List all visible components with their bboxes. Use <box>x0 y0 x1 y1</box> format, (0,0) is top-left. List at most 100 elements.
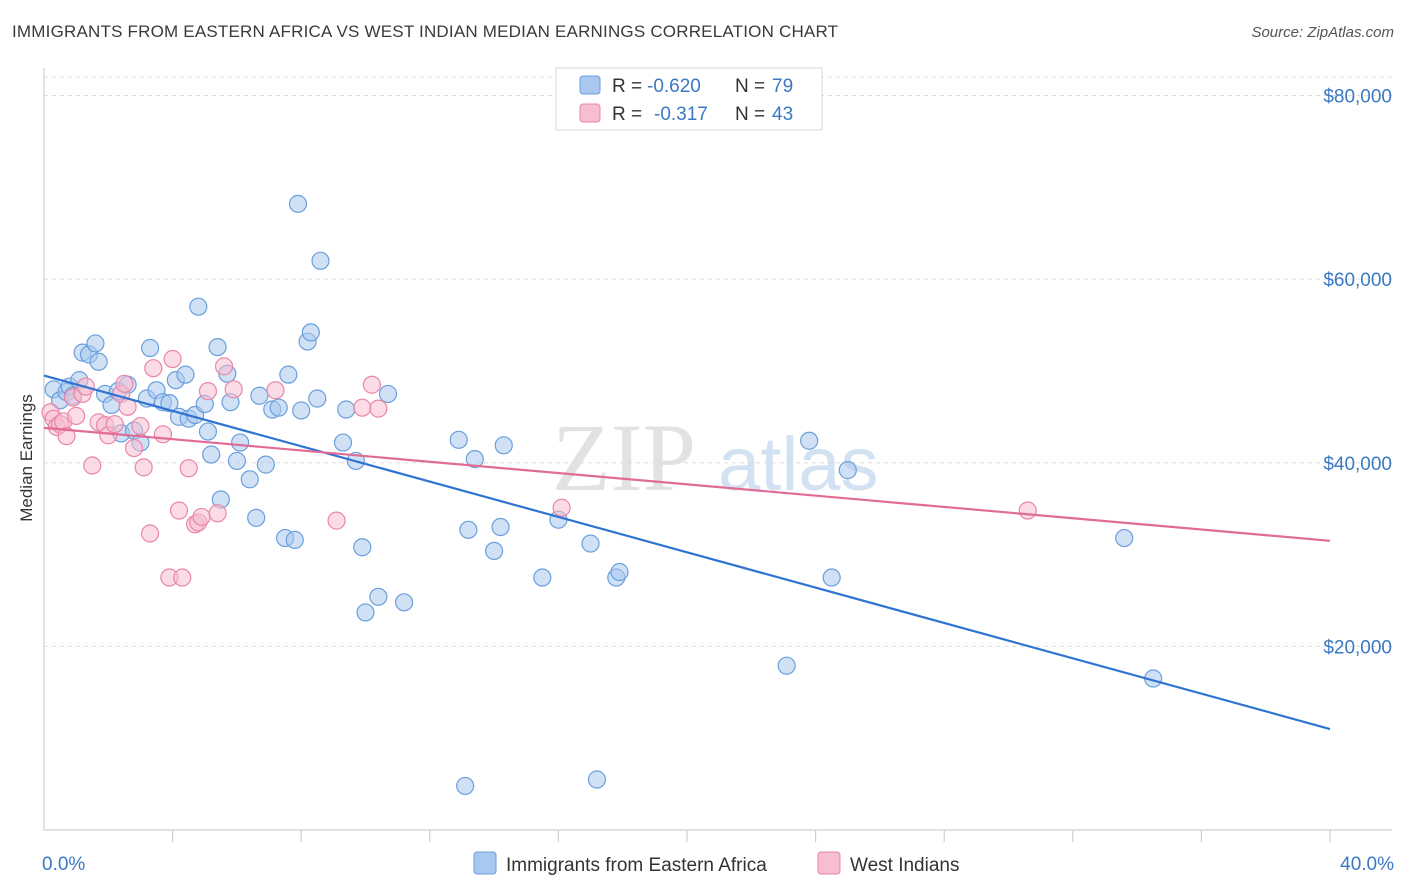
data-point <box>67 406 86 426</box>
series-west-indians-points <box>41 349 1037 587</box>
data-point <box>202 445 221 464</box>
data-point <box>494 436 513 455</box>
data-point <box>777 656 796 675</box>
y-tick-labels: $20,000 $40,000 $60,000 $80,000 <box>1323 87 1392 659</box>
data-point <box>285 530 304 549</box>
data-point <box>227 451 246 471</box>
data-point <box>449 430 468 449</box>
legend-swatch-blue <box>579 75 601 95</box>
legend-r-label-1: R = <box>612 76 647 97</box>
watermark-zip: ZIP <box>552 404 696 511</box>
data-point <box>256 455 275 474</box>
data-point <box>140 338 160 358</box>
data-point <box>378 384 398 404</box>
data-point <box>459 520 478 539</box>
data-point <box>800 431 819 450</box>
data-point <box>288 194 308 213</box>
data-point <box>169 501 189 520</box>
data-point <box>353 398 372 417</box>
data-point <box>353 538 372 557</box>
data-point <box>131 416 150 436</box>
data-point <box>308 389 327 408</box>
bottom-legend-label-1: Immigrants from Eastern Africa <box>506 855 767 876</box>
data-point <box>189 297 208 316</box>
x-ticks <box>172 830 1331 842</box>
data-point <box>173 568 192 587</box>
bottom-legend-swatch-blue <box>473 851 497 875</box>
data-point <box>208 337 227 357</box>
data-point <box>269 398 288 417</box>
data-point <box>134 458 153 477</box>
axes <box>43 68 1392 831</box>
data-point <box>160 393 179 413</box>
x-tick-label-min: 0.0% <box>42 854 85 875</box>
data-point <box>115 374 134 393</box>
legend-n-label-1: N = <box>735 76 770 97</box>
data-point <box>333 433 353 452</box>
trend-lines <box>43 374 1331 731</box>
data-point <box>311 251 330 270</box>
data-point <box>369 399 388 418</box>
data-point <box>153 425 173 444</box>
data-point <box>356 603 375 622</box>
correlation-legend: R = -0.620 N = 79 R = -0.317 N = 43 <box>555 67 823 131</box>
data-point <box>610 562 629 582</box>
x-tick-label-max: 40.0% <box>1340 854 1394 875</box>
data-point <box>456 776 475 796</box>
data-point <box>176 365 195 384</box>
legend-r-value-1: -0.620 <box>647 76 701 97</box>
data-point <box>231 433 250 452</box>
legend-n-value-1: 79 <box>772 76 793 97</box>
data-point <box>465 449 484 469</box>
legend-swatch-pink <box>579 103 601 123</box>
data-point <box>192 507 211 527</box>
y-axis-label: Median Earnings <box>17 394 36 522</box>
bottom-legend-label-2: West Indians <box>850 855 959 876</box>
legend-r-label-2: R = <box>612 104 647 125</box>
data-point <box>587 770 607 789</box>
data-point <box>198 382 218 401</box>
data-point <box>86 334 105 353</box>
legend-r-value-2: -0.317 <box>654 104 708 125</box>
data-point <box>327 511 346 530</box>
series-legend: Immigrants from Eastern Africa West Indi… <box>473 851 959 876</box>
data-point <box>279 365 298 384</box>
data-point <box>266 381 285 400</box>
chart-title: IMMIGRANTS FROM EASTERN AFRICA VS WEST I… <box>12 22 839 41</box>
data-point <box>369 587 388 606</box>
y-tick-label: $60,000 <box>1323 270 1392 291</box>
data-point <box>163 349 182 369</box>
data-point <box>57 427 76 446</box>
data-point <box>247 508 266 527</box>
data-point <box>491 517 510 537</box>
data-point <box>362 375 382 394</box>
data-point <box>140 524 160 543</box>
data-point <box>485 541 504 561</box>
data-point <box>1018 501 1037 520</box>
data-point <box>124 438 144 458</box>
data-point <box>105 415 124 434</box>
trend-line-eastern-africa <box>43 374 1331 731</box>
data-point <box>822 568 841 587</box>
data-point <box>214 357 234 376</box>
data-point <box>552 498 571 517</box>
data-point <box>301 323 320 342</box>
data-point <box>838 461 857 480</box>
data-point <box>1115 528 1134 548</box>
data-point <box>83 456 102 475</box>
data-point <box>224 380 243 399</box>
data-point <box>208 504 227 523</box>
data-point <box>144 359 163 378</box>
data-point <box>198 422 218 441</box>
y-tick-label: $20,000 <box>1323 637 1392 658</box>
data-point <box>337 400 356 419</box>
y-tick-label: $80,000 <box>1323 87 1392 108</box>
data-point <box>394 593 414 612</box>
legend-n-value-2: 43 <box>772 104 793 125</box>
chart-source: Source: ZipAtlas.com <box>1251 24 1394 41</box>
data-point <box>89 352 108 371</box>
legend-n-label-2: N = <box>735 104 770 125</box>
data-point <box>533 568 552 587</box>
data-point <box>179 459 198 478</box>
